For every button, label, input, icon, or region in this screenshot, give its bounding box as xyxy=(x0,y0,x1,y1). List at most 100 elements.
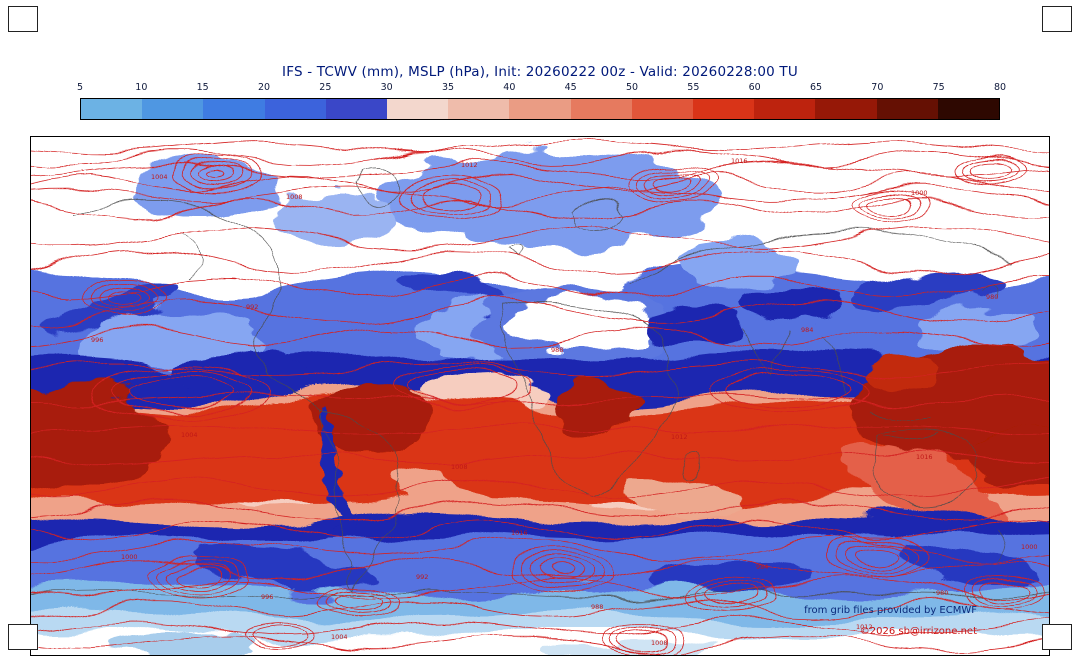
mslp-contour-ring xyxy=(390,366,532,408)
mslp-contour-ring xyxy=(695,582,767,612)
mslp-contour-ring xyxy=(206,171,226,180)
colorbar-cell xyxy=(937,99,1000,119)
mslp-contour-ring xyxy=(518,553,603,590)
colorbar-tick-label: 70 xyxy=(871,82,884,93)
corner-marker-top-right xyxy=(1042,6,1072,32)
colorbar-tick-label: 25 xyxy=(319,82,332,93)
mslp-contour-line xyxy=(31,394,1049,404)
mslp-contour-line xyxy=(31,579,1049,599)
corner-marker-bottom-right xyxy=(1042,624,1072,650)
colorbar-tick-label: 50 xyxy=(625,82,639,93)
mslp-contour-ring xyxy=(328,588,394,616)
colorbar-cell xyxy=(876,99,938,119)
colorbar-tick-label: 40 xyxy=(503,82,516,93)
mslp-contour-label: 1008 xyxy=(451,463,468,471)
mslp-contour-ring xyxy=(320,585,402,619)
tcwv-shading xyxy=(31,151,1049,655)
mslp-contour-ring xyxy=(178,160,254,190)
mslp-contour-label: 1016 xyxy=(511,529,528,537)
mslp-contour-ring xyxy=(981,581,1031,602)
colorbar-tick-label: 35 xyxy=(441,82,455,93)
mslp-contour-line xyxy=(31,187,1049,203)
mslp-contour-line xyxy=(31,558,1049,580)
mslp-contour-ring xyxy=(152,556,250,598)
colorbar-cell xyxy=(387,99,449,119)
mslp-contour-line xyxy=(31,600,1049,618)
mslp-contour-ring xyxy=(508,549,614,595)
mslp-contour-label: 1000 xyxy=(911,189,928,197)
mslp-contour-line xyxy=(31,453,1049,465)
mslp-contour-line xyxy=(31,141,1049,153)
colorbar-cells xyxy=(80,98,1000,120)
mslp-contour-ring xyxy=(866,197,916,218)
credit-copyright: ©2026 sb@irrizone.net xyxy=(859,626,977,637)
mslp-contour-line xyxy=(31,249,1049,275)
mslp-contour-label: 984 xyxy=(756,563,768,571)
mslp-contour-ring xyxy=(686,578,776,616)
mslp-contour-line xyxy=(31,424,1049,434)
mslp-contour-ring xyxy=(855,548,897,566)
mslp-contour-label: 988 xyxy=(591,603,603,611)
colorbar: 5 10 15 20 25 30 35 40 45 50 55 60 65 70 75 80 xyxy=(76,82,1006,120)
mslp-contour-line xyxy=(31,164,1049,178)
mslp-contour-line xyxy=(31,499,1049,519)
mslp-contour-ring xyxy=(169,156,263,194)
mslp-contour-label: 992 xyxy=(416,573,428,581)
mslp-contour-ring xyxy=(973,578,1039,606)
mslp-contour-ring xyxy=(400,176,502,218)
mslp-contour-ring xyxy=(162,560,240,594)
colorbar-tick-label: 30 xyxy=(380,82,393,93)
mslp-contour-ring xyxy=(109,287,143,307)
mslp-contour-label: 984 xyxy=(801,326,813,334)
mslp-contour-ring xyxy=(336,591,386,612)
mslp-contour-line xyxy=(31,276,1049,298)
mslp-contour-ring xyxy=(710,369,872,415)
mslp-contour-line xyxy=(31,151,1049,167)
colorbar-cell xyxy=(81,99,143,119)
mslp-contour-ring xyxy=(845,544,907,570)
mslp-contour-ring xyxy=(101,283,151,311)
colorbar-tick-label: 15 xyxy=(196,82,209,93)
mslp-contour-ring xyxy=(969,163,1014,181)
mslp-contour-line xyxy=(31,327,1049,347)
mslp-contours xyxy=(31,141,1049,652)
colorbar-cell xyxy=(203,99,265,119)
colorbar-cell xyxy=(142,99,204,119)
mslp-contour-label: 1016 xyxy=(916,453,933,461)
mslp-contour-ring xyxy=(108,370,254,414)
corner-marker-top-left xyxy=(8,6,38,32)
corner-marker-bottom-left xyxy=(8,624,38,650)
mslp-contour-line xyxy=(31,199,1049,219)
mslp-contour-ring xyxy=(93,278,159,315)
map-frame: 1004 1008 1012 1016 1000 996 992 988 984 980 1004 1… xyxy=(30,136,1050,656)
mslp-contour-ring xyxy=(181,568,221,586)
mslp-contour-label: 1012 xyxy=(461,161,478,169)
mslp-contour-ring xyxy=(644,170,698,194)
mslp-contour-ring xyxy=(539,562,583,582)
mslp-contour-line xyxy=(31,300,1049,324)
mslp-contour-ring xyxy=(954,157,1028,187)
mslp-contour-label: 1004 xyxy=(151,173,168,181)
mslp-contour-ring xyxy=(616,628,666,646)
credit-ecmwf: from grib files provided by ECMWF xyxy=(804,605,977,616)
colorbar-tick-label: 5 xyxy=(76,82,84,93)
mslp-contour-ring xyxy=(858,193,924,221)
mslp-contour-ring xyxy=(529,558,593,586)
colorbar-tick-label: 65 xyxy=(809,82,823,93)
colorbar-tick-label: 20 xyxy=(257,82,271,93)
mslp-contour-line xyxy=(31,362,1049,376)
mslp-contour-ring xyxy=(626,163,716,201)
mslp-contour-label: 996 xyxy=(91,336,103,344)
mslp-contour-ring xyxy=(653,174,690,190)
colorbar-ticks: 5 10 15 20 25 30 35 40 45 50 55 60 65 70 75 80 xyxy=(76,82,1006,95)
mslp-contour-ring xyxy=(251,624,311,645)
colorbar-tick-label: 10 xyxy=(135,82,148,93)
colorbar-cell xyxy=(448,99,510,119)
mslp-contour-label: 1012 xyxy=(856,623,873,631)
mslp-contour-line xyxy=(31,174,1049,192)
colorbar-cell xyxy=(325,99,388,119)
mslp-contour-ring xyxy=(410,180,492,214)
mslp-contour-ring xyxy=(961,160,1021,184)
mslp-contour-labels: 1004 1008 1012 1016 1000 996 992 988 984 980 1004 1… xyxy=(91,157,1038,647)
